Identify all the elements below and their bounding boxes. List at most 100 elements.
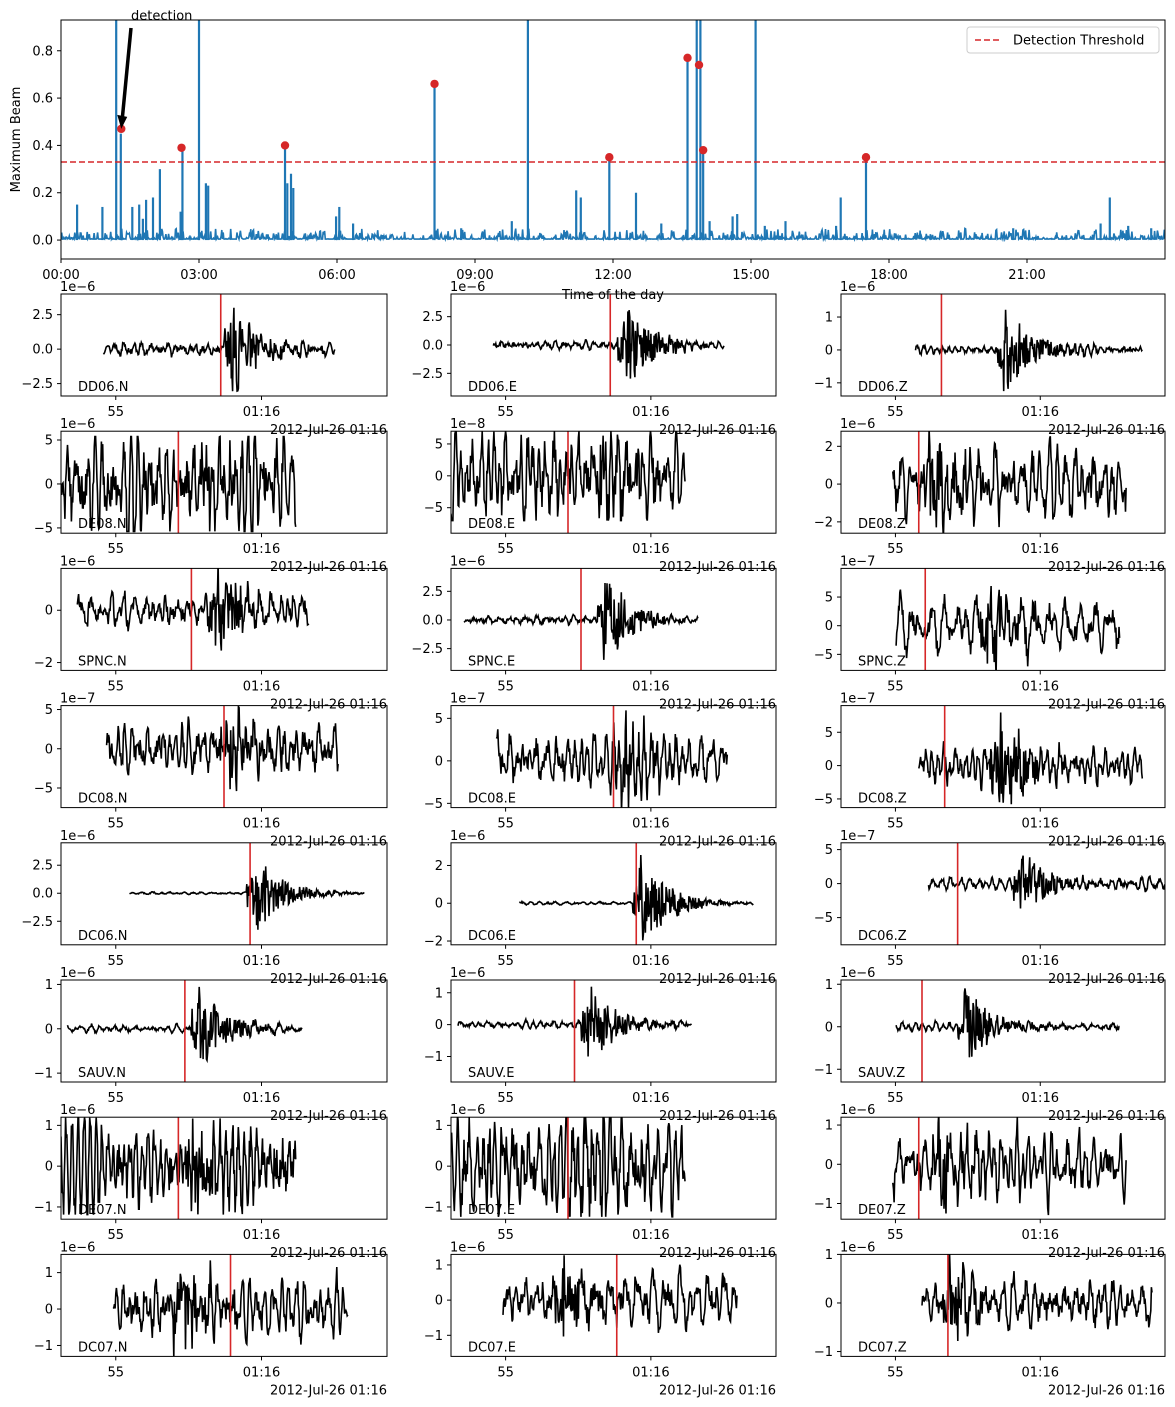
waveform-panel: −1 0 1 1e−6 SAUV.N 55 01:16 2012-Jul-26 01:16 xyxy=(34,966,388,1124)
detection-marker xyxy=(177,143,186,152)
station-label: DC07.N xyxy=(78,1340,128,1355)
station-label: DC06.N xyxy=(78,929,128,944)
station-label: DE08.E xyxy=(468,517,515,532)
x-tick-label: 55 xyxy=(887,542,904,557)
scale-exponent: 1e−6 xyxy=(60,966,95,981)
x-tick-label: 01:16 xyxy=(632,954,669,969)
x-tick-label: 55 xyxy=(497,1365,514,1380)
x-tick-label: 55 xyxy=(107,679,124,694)
waveform-axes-frame xyxy=(450,705,777,809)
y-axis-label: Maximum Beam xyxy=(9,87,24,193)
y-tick-label: 2.5 xyxy=(422,585,443,600)
waveform-trace xyxy=(918,712,1144,805)
x-offset-label: 2012-Jul-26 01:16 xyxy=(659,560,776,575)
annotation-arrowhead xyxy=(117,114,128,129)
y-tick-label: 2 xyxy=(435,859,443,874)
scale-exponent: 1e−6 xyxy=(60,829,95,844)
waveform-panel: −2.5 0.0 2.5 1e−6 DD06.E 55 01:16 2012-Jul-26 0… xyxy=(411,280,777,438)
x-offset-label: 2012-Jul-26 01:16 xyxy=(1048,1246,1165,1261)
station-label: DD06.E xyxy=(468,380,517,395)
waveform-panel: −2 0 1e−6 SPNC.N 55 01:16 2012-Jul-26 01:16 xyxy=(34,554,388,712)
scale-exponent: 1e−6 xyxy=(60,417,95,432)
y-tick-label: −5 xyxy=(34,781,53,796)
y-tick-label: 0 xyxy=(435,1160,443,1175)
station-label: SPNC.E xyxy=(468,654,515,669)
x-offset-label: 2012-Jul-26 01:16 xyxy=(1048,972,1165,987)
detection-marker xyxy=(861,153,871,162)
x-tick-label: 55 xyxy=(107,817,124,832)
x-axis-label: Time of the day xyxy=(561,288,664,303)
waveform-axes-frame xyxy=(840,842,1166,946)
x-tick-label: 01:16 xyxy=(243,1091,280,1106)
station-label: SPNC.Z xyxy=(858,654,906,669)
y-tick-label: 0 xyxy=(825,478,833,493)
y-tick-label: 0.4 xyxy=(32,139,53,154)
station-label: DE07.E xyxy=(468,1203,515,1218)
y-tick-label: 0 xyxy=(45,477,53,492)
x-offset-label: 2012-Jul-26 01:16 xyxy=(270,835,387,850)
y-tick-label: 0.0 xyxy=(422,339,443,354)
x-tick-label: 55 xyxy=(887,405,904,420)
scale-exponent: 1e−6 xyxy=(60,554,95,569)
y-tick-label: −5 xyxy=(34,521,53,536)
y-tick-label: 0 xyxy=(45,1160,53,1175)
y-tick-label: 1 xyxy=(825,978,833,993)
y-tick-label: 5 xyxy=(825,591,833,606)
x-tick-label: 01:16 xyxy=(243,1228,280,1243)
waveform-axes-frame xyxy=(450,1253,777,1357)
waveform-trace xyxy=(129,866,365,930)
scale-exponent: 1e−6 xyxy=(60,1240,95,1255)
y-tick-label: −5 xyxy=(814,911,833,926)
x-offset-label: 2012-Jul-26 01:16 xyxy=(1048,1109,1165,1124)
y-tick-label: 0 xyxy=(825,1020,833,1035)
x-offset-label: 2012-Jul-26 01:16 xyxy=(1048,1383,1165,1398)
y-tick-label: 0.0 xyxy=(32,234,53,249)
scale-exponent: 1e−6 xyxy=(840,966,875,981)
y-tick-label: 5 xyxy=(825,843,833,858)
y-tick-label: −5 xyxy=(814,792,833,807)
y-tick-label: −1 xyxy=(814,1063,833,1078)
scale-exponent: 1e−6 xyxy=(450,966,485,981)
station-label: DD06.Z xyxy=(858,380,908,395)
x-offset-label: 2012-Jul-26 01:16 xyxy=(270,1109,387,1124)
y-tick-label: −1 xyxy=(424,1200,443,1215)
waveform-trace xyxy=(921,1254,1153,1342)
x-tick-label: 01:16 xyxy=(1022,679,1059,694)
legend-label: Detection Threshold xyxy=(1013,34,1144,49)
x-offset-label: 2012-Jul-26 01:16 xyxy=(659,1383,776,1398)
waveform-axes-frame xyxy=(450,430,777,534)
y-tick-label: 2 xyxy=(825,440,833,455)
x-tick-label: 55 xyxy=(887,1365,904,1380)
y-tick-label: 5 xyxy=(825,726,833,741)
scale-exponent: 1e−7 xyxy=(840,554,875,569)
x-offset-label: 2012-Jul-26 01:16 xyxy=(659,1109,776,1124)
scale-exponent: 1e−7 xyxy=(840,692,875,707)
x-offset-label: 2012-Jul-26 01:16 xyxy=(270,1246,387,1261)
x-tick-label: 55 xyxy=(107,954,124,969)
waveform-trace xyxy=(76,568,310,651)
x-tick-label: 01:16 xyxy=(632,1365,669,1380)
waveform-axes-frame xyxy=(840,430,1166,534)
x-tick-label: 15:00 xyxy=(732,268,769,283)
x-offset-label: 2012-Jul-26 01:16 xyxy=(270,1383,387,1398)
x-offset-label: 2012-Jul-26 01:16 xyxy=(659,972,776,987)
x-tick-label: 03:00 xyxy=(180,268,217,283)
y-tick-label: −1 xyxy=(814,376,833,391)
scale-exponent: 1e−7 xyxy=(840,829,875,844)
waveform-axes-frame xyxy=(840,705,1166,809)
y-tick-label: −2 xyxy=(424,935,443,950)
waveform-panel: −5 0 5 1e−7 DC06.Z 55 01:16 2012-Jul-26 01:16 xyxy=(814,829,1166,987)
station-label: DE08.Z xyxy=(858,517,906,532)
x-tick-label: 01:16 xyxy=(1022,954,1059,969)
waveform-panel: −5 0 5 1e−6 DE08.N 55 01:16 2012-Jul-26 01:16 xyxy=(34,417,388,575)
y-tick-label: 1 xyxy=(45,978,53,993)
waveform-panel: −1 0 1 1e−6 DE07.E 55 01:16 2012-Jul-26 01:16 xyxy=(424,1103,777,1261)
beam-noise-line xyxy=(61,226,1165,243)
x-tick-label: 55 xyxy=(107,405,124,420)
station-label: DC08.Z xyxy=(858,792,907,807)
scale-exponent: 1e−6 xyxy=(450,280,485,295)
waveform-trace xyxy=(102,307,336,393)
detection-marker xyxy=(698,145,708,155)
y-tick-label: 0.0 xyxy=(32,887,53,902)
x-tick-label: 18:00 xyxy=(870,268,907,283)
